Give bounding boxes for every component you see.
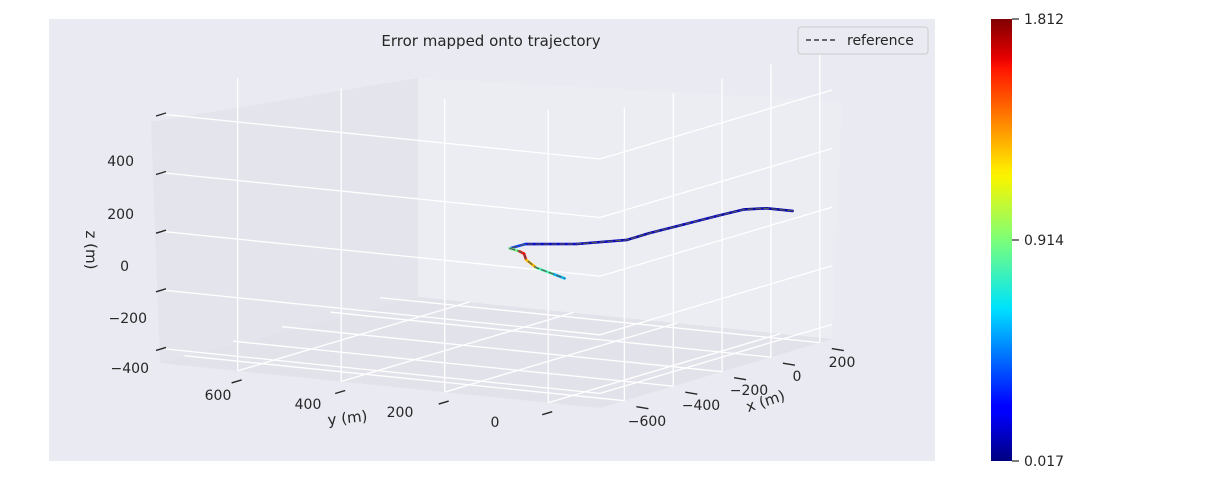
grid-line-z-back: [599, 265, 833, 336]
z-tick-labels: 400 200 0 −200 −400: [107, 154, 149, 377]
grid-line-z-side: [159, 171, 601, 219]
x-tick-label: −400: [682, 398, 720, 414]
y-tick-label: 600: [205, 388, 232, 404]
y-axis-label: y (m): [327, 407, 369, 429]
x-tick-label: 200: [829, 355, 856, 371]
x-tick-mark: [782, 362, 796, 366]
grid-line-z-side: [159, 289, 601, 336]
grid-line-x-floor: [330, 311, 771, 358]
x-tick-labels: −600 −400 −200 0 200: [628, 355, 856, 430]
pane-floor: [160, 297, 832, 408]
grid-line-z-side: [159, 347, 601, 395]
z-tick-label: −200: [109, 311, 147, 327]
y-tick-mark: [231, 379, 242, 384]
z-tick-mark: [155, 346, 167, 352]
grid-line-z-back: [599, 206, 833, 277]
y-tick-label: 200: [387, 405, 414, 421]
legend-box: [797, 26, 929, 55]
x-tick-label: −200: [730, 383, 768, 399]
grid-line-x-floor: [379, 296, 820, 344]
axis-ticks: [155, 112, 844, 416]
colorbar-max-label: 1.812: [1024, 12, 1064, 28]
grid-line-z-back: [599, 323, 833, 395]
x-tick-label: −600: [628, 414, 666, 430]
y-tick-mark: [438, 400, 449, 405]
colorbar: 1.812 0.914 0.017: [991, 12, 1064, 470]
y-tick-label: 0: [491, 415, 500, 431]
error-segment: [625, 232, 651, 242]
x-tick-label: 0: [793, 369, 802, 385]
chart-title: Error mapped onto trajectory: [381, 32, 600, 50]
z-axis-label: z (m): [82, 231, 100, 270]
y-tick-label: 400: [295, 397, 322, 413]
y-tick-labels: 600 400 200 0: [205, 388, 500, 431]
legend-label-reference: reference: [847, 33, 914, 49]
x-tick-mark: [831, 347, 844, 352]
grid-line-y-floor: [548, 333, 781, 404]
grid-line-x-floor: [184, 355, 625, 402]
reference-line: [509, 207, 794, 279]
grid-line-y-floor: [237, 301, 470, 372]
z-tick-label: 200: [107, 207, 134, 223]
x-tick-mark: [636, 406, 649, 410]
z-tick-mark: [155, 229, 167, 234]
colorbar-gradient: [991, 19, 1012, 461]
z-tick-label: 400: [107, 154, 134, 170]
grid-lines: [159, 49, 833, 404]
z-tick-label: 0: [120, 259, 129, 275]
legend: reference: [797, 26, 929, 55]
trajectory: [508, 207, 794, 280]
pane-y-plane: [151, 78, 418, 363]
y-tick-mark: [541, 411, 553, 416]
grid-line-z-back: [599, 147, 833, 219]
grid-line-z-back: [599, 89, 833, 160]
grid-line-y-floor: [341, 311, 574, 383]
colorbar-mid-label: 0.914: [1024, 233, 1064, 249]
x-tick-mark: [685, 391, 698, 395]
grid-line-y-floor: [444, 322, 677, 393]
colorbar-min-label: 0.017: [1024, 454, 1064, 470]
z-tick-mark: [155, 112, 167, 117]
grid-line-x-floor: [282, 326, 723, 373]
x-tick-mark: [733, 377, 747, 381]
z-tick-label: −400: [111, 361, 149, 377]
grid-line-z-side: [159, 230, 601, 277]
y-tick-mark: [334, 389, 346, 395]
grid-line-z-side: [159, 113, 601, 160]
z-tick-mark: [155, 170, 167, 176]
grid-line-x-floor: [233, 340, 674, 387]
z-tick-mark: [155, 288, 167, 293]
